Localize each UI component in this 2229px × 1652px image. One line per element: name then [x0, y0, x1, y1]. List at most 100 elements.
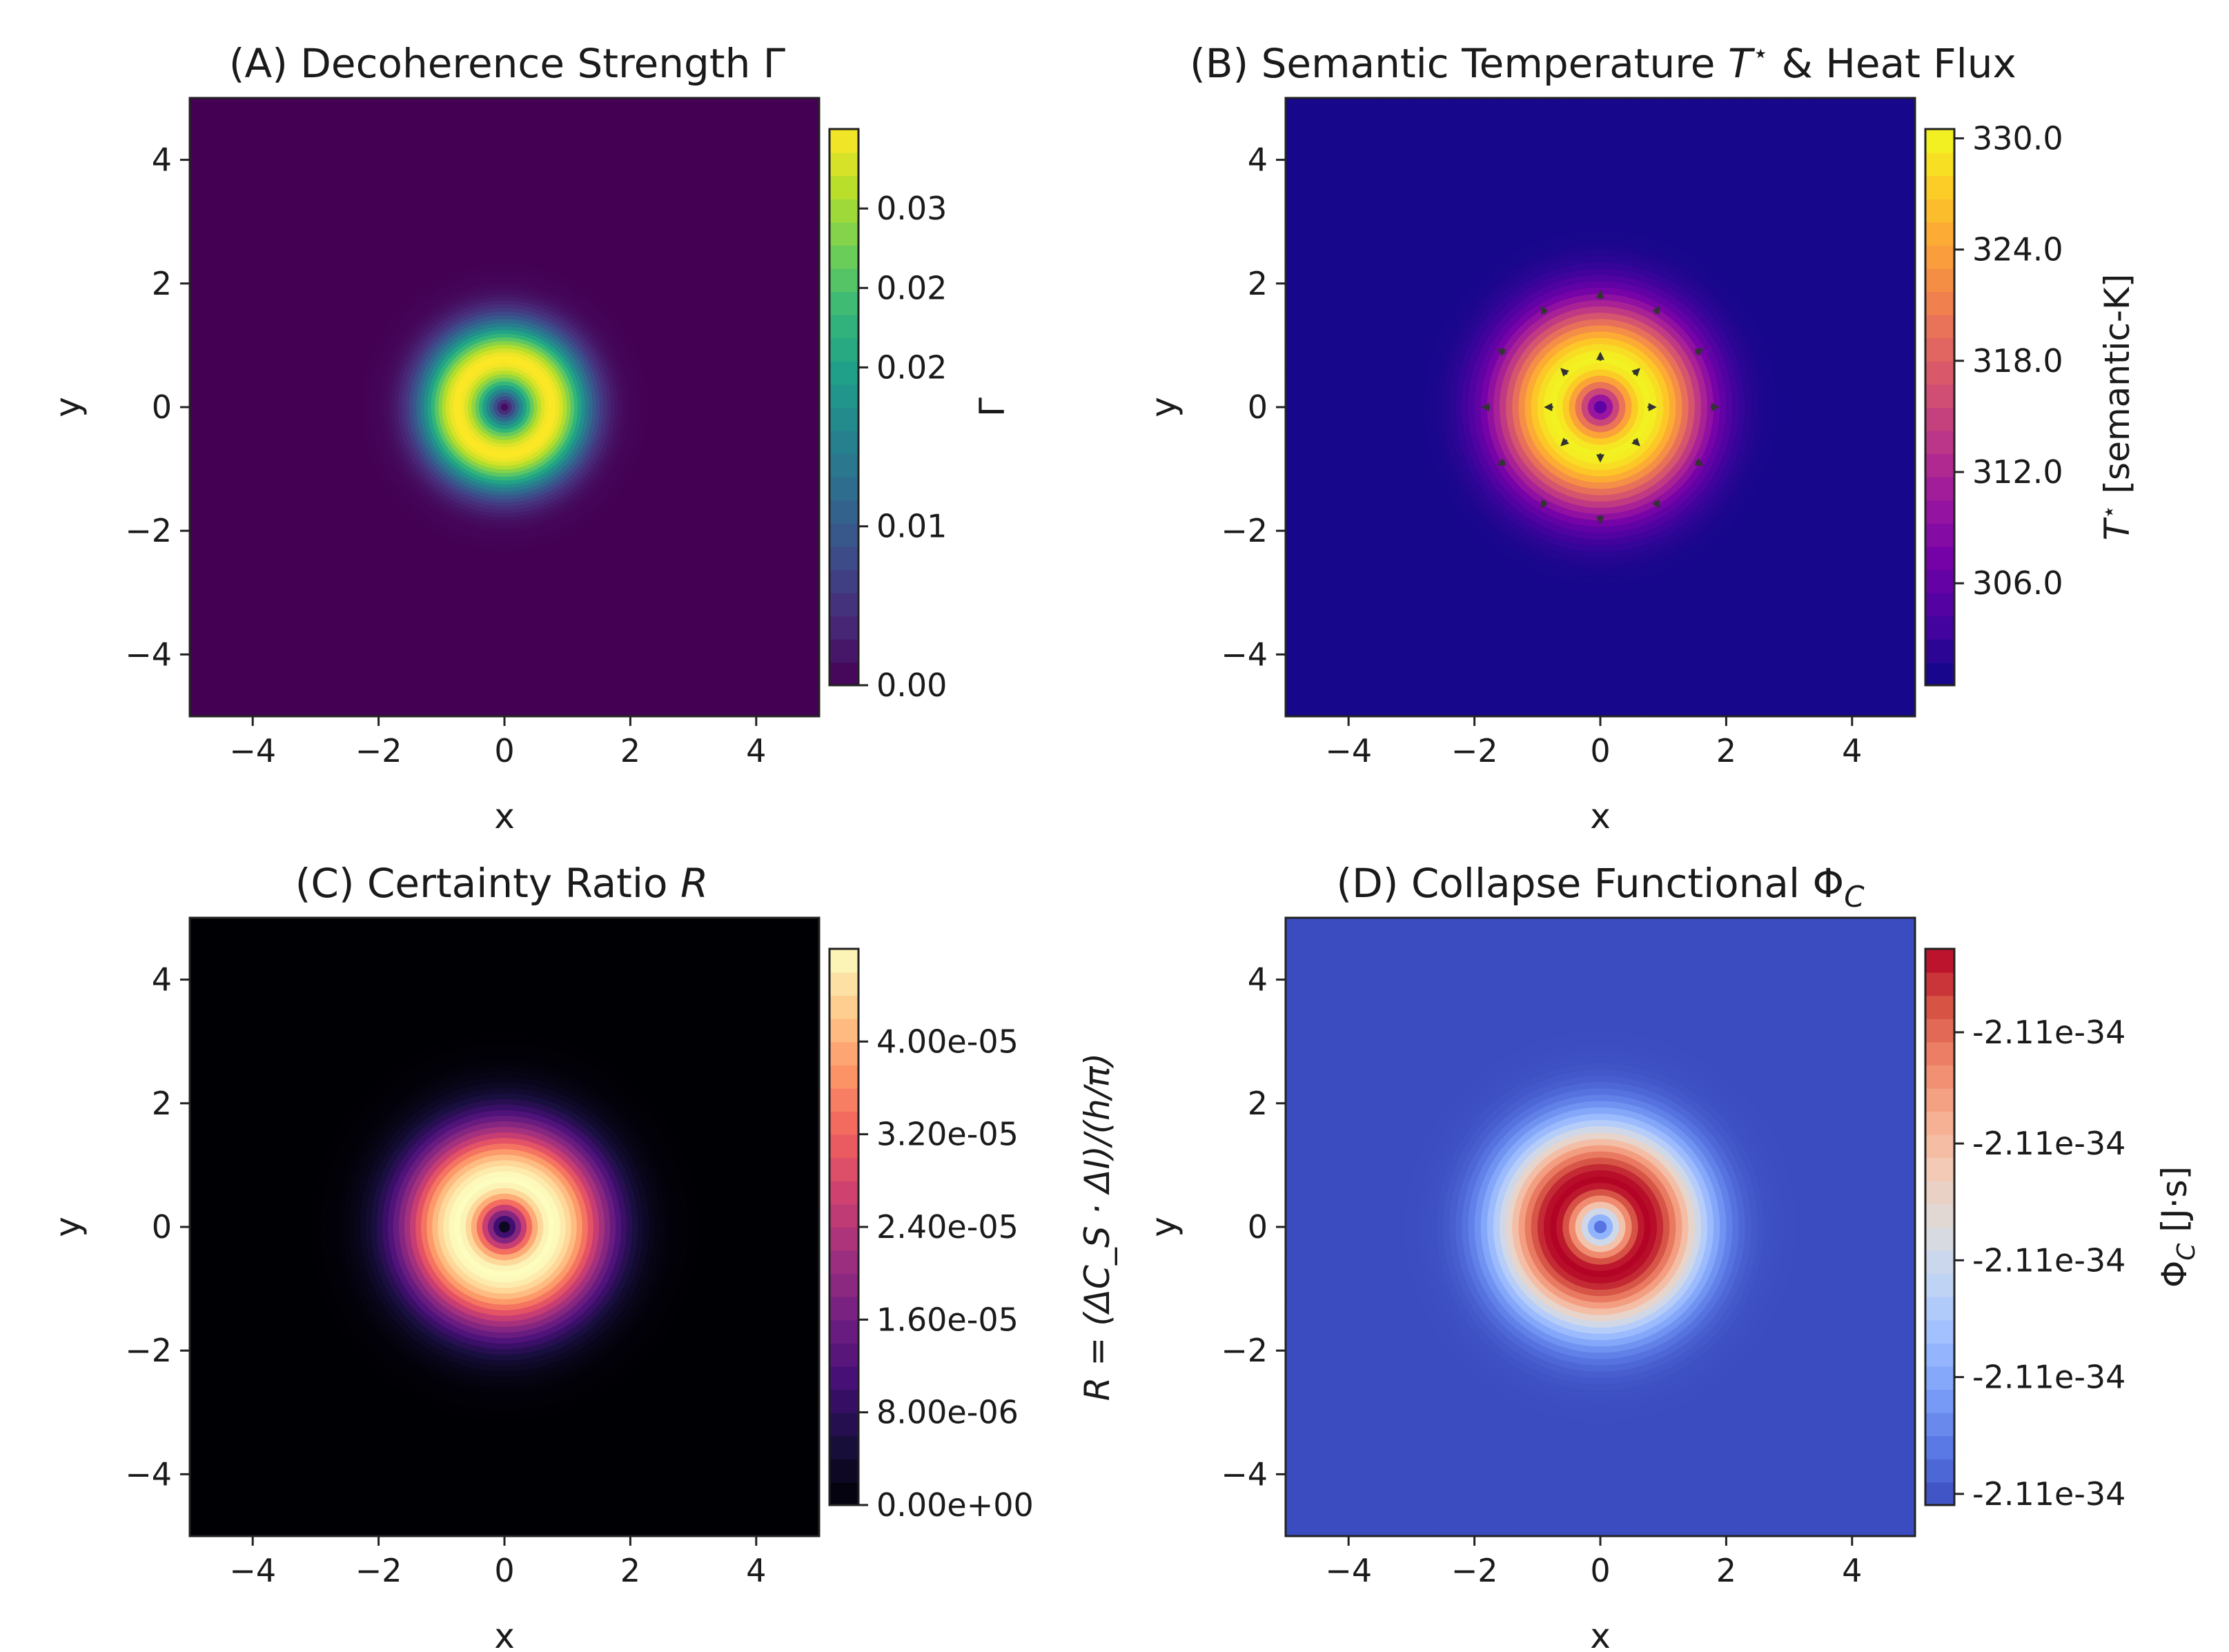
- colorbar-band: [829, 1273, 858, 1297]
- colorbar-band: [1925, 972, 1954, 996]
- y-tick-label: −4: [125, 1455, 172, 1493]
- colorbar-band: [1925, 638, 1954, 663]
- panel-d: (D) Collapse Functional ΦC −4 −2 0 2 4 420−2…: [1143, 860, 2201, 1652]
- y-tick-label: 2: [1248, 265, 1268, 302]
- colorbar-tick-label: 4.00e-05: [876, 1023, 1019, 1060]
- colorbar-band: [829, 198, 858, 223]
- panel-c-title-italic: R: [680, 860, 708, 907]
- colorbar-band: [829, 949, 858, 973]
- colorbar-band: [1925, 569, 1954, 593]
- colorbar-band: [1925, 1458, 1954, 1483]
- y-tick-label: 2: [152, 1085, 172, 1122]
- panel-b-y-ticks: 4 2 0 −2 −4: [1221, 141, 1286, 673]
- colorbar-tick-label: 2.40e-05: [876, 1208, 1019, 1246]
- heat-flux-arrow: [1560, 437, 1569, 446]
- x-tick-label: −4: [1325, 1552, 1372, 1589]
- panel-a-y-label: y: [48, 397, 88, 417]
- colorbar-band: [829, 569, 858, 593]
- colorbar-band: [1925, 1064, 1954, 1089]
- panel-b-y-label: y: [1143, 397, 1184, 417]
- colorbar-band: [1925, 1088, 1954, 1112]
- panel-b-title: (B) Semantic Temperature T⋆ & Heat Flux: [1190, 38, 2016, 87]
- colorbar-band: [829, 1088, 858, 1112]
- colorbar-band: [1925, 546, 1954, 571]
- colorbar-band: [829, 1041, 858, 1065]
- panel-b-cbar-label-italic: T: [2097, 517, 2137, 540]
- colorbar-tick-label: -2.11e-34: [1972, 1359, 2125, 1396]
- heatmap-contour-band: [498, 1221, 511, 1233]
- colorbar-band: [1925, 1134, 1954, 1159]
- colorbar-tick-label: 3.20e-05: [876, 1116, 1019, 1153]
- colorbar-tick-label: 0.03: [876, 190, 947, 227]
- colorbar-band: [1925, 1482, 1954, 1506]
- colorbar-band: [829, 1111, 858, 1135]
- colorbar-band: [829, 1134, 858, 1159]
- colorbar-tick-label: -2.11e-34: [1972, 1014, 2125, 1051]
- colorbar-band: [829, 453, 858, 478]
- colorbar-band: [1925, 129, 1954, 153]
- colorbar-tick-label: 0.02: [876, 269, 947, 306]
- colorbar-band: [1925, 1157, 1954, 1181]
- colorbar-band: [829, 972, 858, 996]
- colorbar-band: [1925, 1250, 1954, 1275]
- colorbar-band: [829, 407, 858, 431]
- panel-c-colorbar: 4.00e-05 3.20e-05 2.40e-05 1.60e-05 8.00e-06…: [828, 947, 1034, 1524]
- colorbar-frame: [828, 128, 860, 687]
- colorbar-band: [829, 476, 858, 501]
- colorbar-band: [829, 1458, 858, 1483]
- panel-c: (C) Certainty Ratio R −4 −2 0 2 4 420−2−4 x …: [48, 860, 1117, 1652]
- colorbar-tick-label: 8.00e-06: [876, 1394, 1019, 1431]
- colorbar-band: [1925, 1203, 1954, 1228]
- colorbar-band: [829, 1018, 858, 1043]
- colorbar-tick-label: 0.02: [876, 348, 947, 386]
- colorbar-band: [829, 314, 858, 339]
- panel-a-title: (A) Decoherence Strength Γ: [229, 40, 785, 87]
- panel-b-heat-flux-arrows: [1481, 290, 1720, 524]
- panel-d-title-sub: C: [1844, 880, 1865, 914]
- panel-b-x-ticks: −4 −2 0 2 4: [1325, 716, 1862, 769]
- colorbar-band: [829, 1435, 858, 1459]
- panel-d-cbar-label-tail: [J·s]: [2154, 1166, 2194, 1243]
- panel-d-x-ticks: −4 −2 0 2 4: [1325, 1536, 1862, 1589]
- colorbar-band: [1925, 384, 1954, 408]
- colorbar-band: [1925, 949, 1954, 973]
- colorbar-band: [1925, 314, 1954, 339]
- panel-d-cbar-label-sub: C: [2172, 1243, 2201, 1261]
- colorbar-band: [829, 1227, 858, 1251]
- colorbar-band: [829, 1389, 858, 1413]
- heat-flux-arrow: [1652, 499, 1660, 509]
- colorbar-band: [1925, 1389, 1954, 1413]
- colorbar-tick-label: 330.0: [1972, 119, 2063, 157]
- panel-b-x-label: x: [1590, 796, 1611, 836]
- x-tick-label: −2: [355, 1552, 402, 1589]
- x-tick-label: −2: [355, 732, 402, 769]
- x-tick-label: 2: [620, 1552, 640, 1589]
- x-tick-label: −2: [1451, 1552, 1498, 1589]
- colorbar-band: [1925, 198, 1954, 223]
- heat-flux-arrow: [1631, 368, 1640, 377]
- y-tick-label: 4: [1248, 961, 1268, 999]
- colorbar-band: [1925, 1342, 1954, 1367]
- x-tick-label: −4: [229, 1552, 276, 1589]
- panel-c-x-label: x: [494, 1616, 515, 1652]
- colorbar-tick-label: 312.0: [1972, 453, 2063, 491]
- colorbar-band: [829, 152, 858, 177]
- colorbar-band: [1925, 500, 1954, 524]
- heatmap-contour-band: [1593, 1220, 1607, 1234]
- y-tick-label: 0: [1248, 1208, 1268, 1246]
- y-tick-label: 0: [152, 1208, 172, 1246]
- colorbar-tick-label: -2.11e-34: [1972, 1125, 2125, 1162]
- panel-a-x-ticks: −4 −2 0 2 4: [229, 716, 766, 769]
- heat-flux-arrow: [1560, 368, 1569, 377]
- heatmap-contour-band: [1593, 400, 1607, 414]
- colorbar-band: [1925, 1111, 1954, 1135]
- colorbar-band: [1925, 1273, 1954, 1297]
- panel-b-cbar-label-sup: ⋆: [2095, 504, 2123, 519]
- colorbar-band: [829, 1342, 858, 1367]
- colorbar-band: [829, 175, 858, 199]
- colorbar-band: [829, 1296, 858, 1321]
- colorbar-band: [1925, 522, 1954, 547]
- y-tick-label: 0: [1248, 389, 1268, 426]
- colorbar-frame: [1924, 128, 1956, 687]
- x-tick-label: 4: [746, 1552, 766, 1589]
